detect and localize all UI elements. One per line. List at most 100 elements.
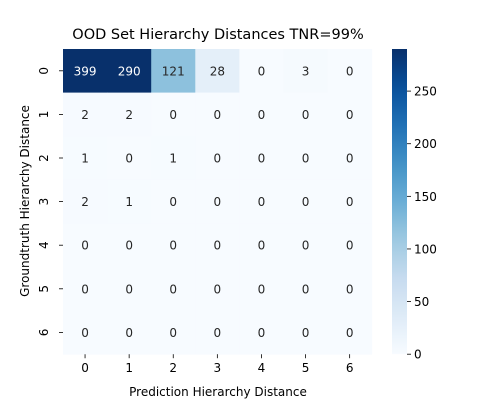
- heatmap-cell: [195, 92, 240, 137]
- cell-value-label: 0: [214, 152, 222, 166]
- heatmap-cell: [283, 179, 328, 224]
- cell-value-label: 0: [214, 195, 222, 209]
- heatmap-cell: [195, 179, 240, 224]
- colorbar-tick-label: 150: [414, 190, 437, 204]
- cell-value-label: 0: [346, 152, 354, 166]
- cell-value-label: 0: [258, 64, 266, 78]
- heatmap-cell: [239, 223, 284, 268]
- cell-value-label: 0: [125, 239, 133, 253]
- cell-value-label: 399: [74, 64, 97, 78]
- heatmap-cell: [283, 267, 328, 311]
- cell-value-label: 0: [346, 239, 354, 253]
- heatmap-cell: [195, 267, 240, 311]
- x-tick-label: 1: [125, 361, 133, 375]
- cell-value-label: 0: [258, 108, 266, 122]
- cell-value-label: 1: [125, 195, 133, 209]
- heatmap-cell: [283, 136, 328, 181]
- heatmap-cell: [239, 267, 284, 311]
- y-axis-label: Groundtruth Hierarchy Distance: [18, 105, 32, 297]
- heatmap-cell-labels: 399 290 121 28 0 3 0 2 2 0 0 0 0 0 1 0 1 0 0 0 0 2 1 0 0 0 0 0 0 0 0 0 0…: [74, 64, 354, 340]
- y-axis: 0 1 2 3 4 5 6: [37, 67, 63, 336]
- cell-value-label: 0: [346, 64, 354, 78]
- heatmap-cell: [327, 49, 373, 93]
- heatmap-cell: [63, 223, 108, 268]
- heatmap-cell: [195, 136, 240, 181]
- heatmap-cell: [107, 49, 152, 93]
- cell-value-label: 0: [258, 326, 266, 340]
- cell-value-label: 0: [346, 195, 354, 209]
- cell-value-label: 0: [258, 152, 266, 166]
- colorbar-tick-label: 0: [414, 348, 422, 362]
- cell-value-label: 0: [258, 239, 266, 253]
- colorbar-tick-label: 200: [414, 137, 437, 151]
- heatmap-cell: [151, 49, 196, 93]
- cell-value-label: 0: [81, 326, 89, 340]
- x-axis-label: Prediction Hierarchy Distance: [129, 385, 307, 399]
- colorbar-tick-label: 250: [414, 85, 437, 99]
- heatmap-cell: [107, 223, 152, 268]
- heatmap-cell: [63, 136, 108, 181]
- cell-value-label: 0: [81, 239, 89, 253]
- chart-title: OOD Set Hierarchy Distances TNR=99%: [72, 27, 363, 43]
- heatmap-cell: [195, 49, 240, 93]
- x-tick-label: 5: [302, 361, 310, 375]
- cell-value-label: 0: [258, 282, 266, 296]
- heatmap-cell: [151, 92, 196, 137]
- heatmap-cell: [195, 310, 240, 355]
- heatmap-cell: [327, 136, 373, 181]
- cell-value-label: 1: [169, 152, 177, 166]
- cell-value-label: 0: [258, 195, 266, 209]
- cell-value-label: 0: [125, 282, 133, 296]
- heatmap-cell: [239, 136, 284, 181]
- cell-value-label: 0: [302, 152, 310, 166]
- cell-value-label: 0: [214, 282, 222, 296]
- cell-value-label: 0: [302, 282, 310, 296]
- cell-value-label: 0: [214, 108, 222, 122]
- heatmap-cell: [327, 223, 373, 268]
- colorbar-tick-label: 100: [414, 242, 437, 256]
- cell-value-label: 1: [81, 152, 89, 166]
- cell-value-label: 0: [81, 282, 89, 296]
- x-tick-label: 2: [169, 361, 177, 375]
- x-tick-label: 6: [346, 361, 354, 375]
- x-axis: 0 1 2 3 4 5 6: [81, 354, 353, 375]
- cell-value-label: 0: [302, 239, 310, 253]
- y-tick-label: 0: [37, 67, 51, 75]
- cell-value-label: 0: [125, 326, 133, 340]
- colorbar-gradient: [392, 49, 407, 355]
- x-tick-label: 0: [81, 361, 89, 375]
- y-tick-label: 6: [37, 329, 51, 337]
- heatmap-cell: [107, 136, 152, 181]
- cell-value-label: 0: [169, 282, 177, 296]
- cell-value-label: 0: [302, 326, 310, 340]
- heatmap-cell: [63, 179, 108, 224]
- heatmap-cell: [107, 310, 152, 355]
- heatmap-cell: [151, 267, 196, 311]
- heatmap-cell: [151, 310, 196, 355]
- y-tick-label: 5: [37, 285, 51, 293]
- heatmap-cell: [107, 92, 152, 137]
- heatmap-cell: [151, 223, 196, 268]
- heatmap-cell: [107, 179, 152, 224]
- heatmap-cell: [239, 179, 284, 224]
- heatmap-cell: [63, 49, 108, 93]
- heatmap-cell: [63, 92, 108, 137]
- heatmap-cells: [63, 49, 373, 355]
- heatmap-cell: [283, 310, 328, 355]
- heatmap-cell: [239, 310, 284, 355]
- heatmap-cell: [63, 310, 108, 355]
- y-tick-label: 4: [37, 241, 51, 249]
- cell-value-label: 290: [118, 64, 141, 78]
- heatmap-cell: [283, 92, 328, 137]
- y-tick-label: 3: [37, 198, 51, 206]
- cell-value-label: 28: [210, 64, 225, 78]
- cell-value-label: 0: [169, 195, 177, 209]
- cell-value-label: 121: [162, 64, 185, 78]
- cell-value-label: 2: [81, 195, 89, 209]
- cell-value-label: 0: [125, 152, 133, 166]
- heatmap-cell: [327, 92, 373, 137]
- heatmap-cell: [327, 179, 373, 224]
- colorbar: 0 50 100 150 200 250: [392, 49, 437, 362]
- cell-value-label: 0: [346, 282, 354, 296]
- cell-value-label: 0: [169, 326, 177, 340]
